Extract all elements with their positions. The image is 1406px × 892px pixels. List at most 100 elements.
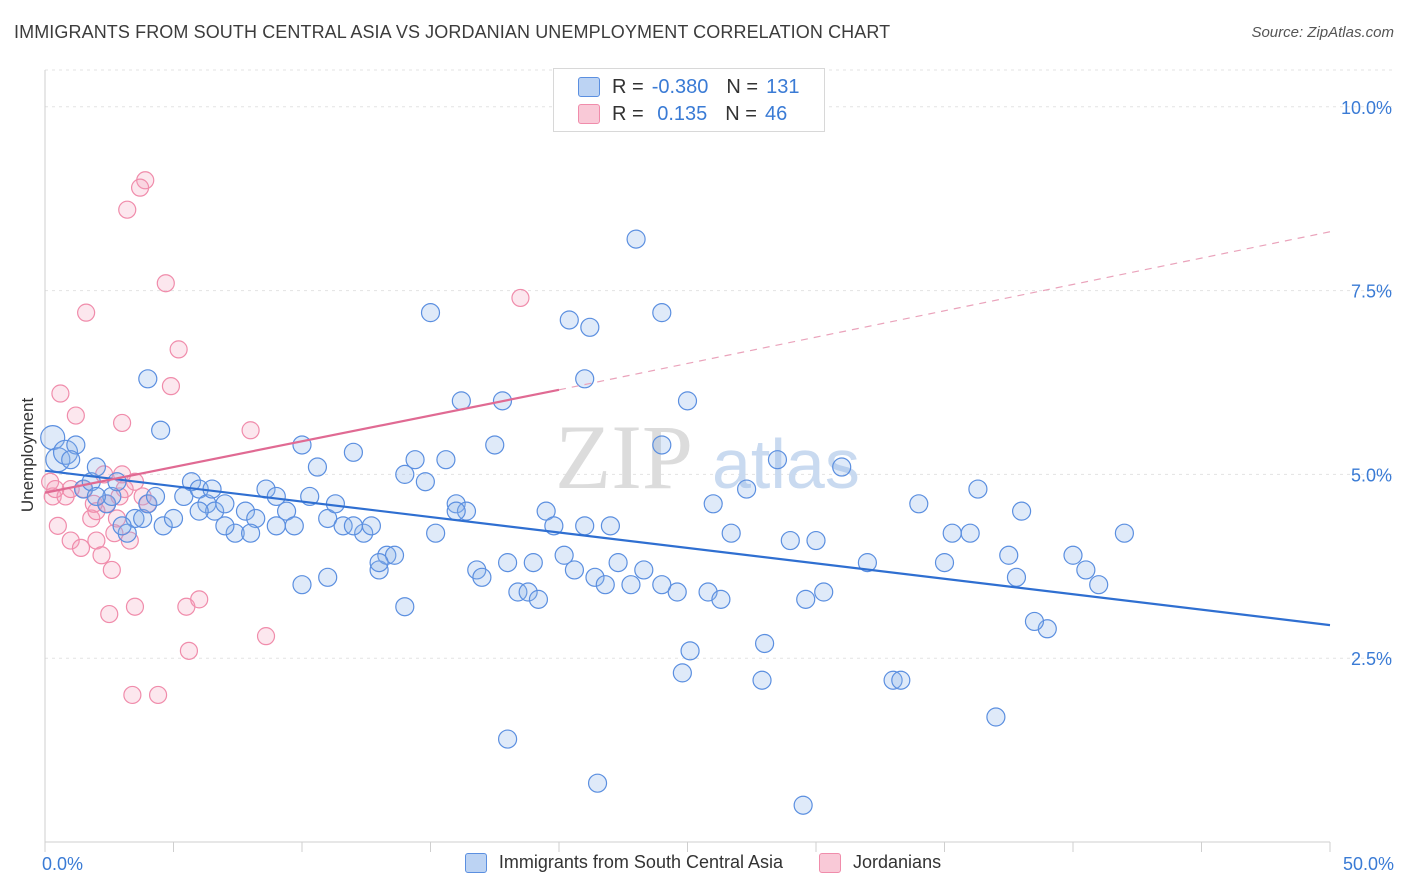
south-central-asia-point <box>564 560 585 580</box>
south-central-asia-point <box>968 479 988 499</box>
jordanians-point <box>48 516 67 535</box>
south-central-asia-point <box>621 575 641 595</box>
jordanians-point <box>511 288 530 308</box>
legend-r-label: R = <box>612 102 644 125</box>
legend-n-label: N = <box>726 75 759 98</box>
south-central-asia-point <box>934 553 955 573</box>
legend-n-label: N = <box>725 102 757 125</box>
south-central-asia-point <box>891 670 911 690</box>
south-central-asia-point <box>580 317 600 337</box>
series-swatch-pink <box>819 852 842 873</box>
legend-n-value: 46 <box>764 102 788 125</box>
south-central-asia-point <box>395 597 415 617</box>
south-central-asia-point <box>266 516 286 536</box>
south-central-asia-point <box>1006 567 1027 587</box>
jordanians-points <box>41 171 530 705</box>
chart-title: IMMIGRANTS FROM SOUTH CENTRAL ASIA VS JO… <box>14 22 891 42</box>
south-central-asia-point <box>395 464 415 484</box>
south-central-asia-point <box>138 494 158 514</box>
south-central-asia-point <box>554 545 574 565</box>
legend-row-pink: R = 0.135 N = 46 <box>578 102 805 126</box>
series-label-blue: Immigrants from South Central Asia <box>498 852 784 872</box>
south-central-asia-point <box>112 516 132 536</box>
south-central-asia-point <box>652 575 672 595</box>
south-central-asia-point <box>446 494 466 514</box>
south-central-asia-point <box>205 501 225 521</box>
south-central-asia-point <box>1063 545 1083 565</box>
south-central-asia-point <box>215 516 235 536</box>
south-central-asia-point <box>575 516 595 536</box>
south-central-asia-point <box>485 435 505 455</box>
south-central-asia-point <box>1076 560 1096 580</box>
jordanians-point <box>179 641 199 660</box>
south-central-asia-point <box>680 641 700 661</box>
jordanians-point <box>148 685 168 705</box>
south-central-asia-point <box>86 457 107 477</box>
south-central-asia-point <box>151 420 171 440</box>
south-central-asia-point <box>343 442 363 462</box>
south-central-asia-point <box>138 369 158 389</box>
south-central-asia-point <box>292 575 312 595</box>
south-central-asia-point <box>361 516 381 536</box>
south-central-asia-point <box>354 523 374 543</box>
jordanians-point <box>51 384 70 403</box>
south-central-asia-point <box>721 523 741 543</box>
south-central-asia-point <box>145 486 166 507</box>
south-central-asia-point <box>832 457 852 477</box>
south-central-asia-point <box>608 553 628 573</box>
series-swatch-blue <box>464 852 487 873</box>
south-central-asia-point <box>986 707 1006 727</box>
south-central-asia-point <box>672 663 692 683</box>
jordanians-point <box>125 597 145 616</box>
series-legend: Immigrants from South Central Asia Jorda… <box>0 852 1406 873</box>
south-central-asia-point <box>667 582 687 602</box>
south-central-asia-point <box>523 553 543 573</box>
south-central-asia-point <box>163 508 184 529</box>
south-central-asia-point <box>66 435 86 455</box>
series-legend-item-blue[interactable]: Immigrants from South Central Asia <box>464 852 784 873</box>
south-central-asia-point <box>343 516 363 536</box>
south-central-asia-point <box>215 494 235 514</box>
y-axis-label: Unemployment <box>18 398 37 513</box>
series-legend-item-pink[interactable]: Jordanians <box>819 852 941 873</box>
south-central-asia-point <box>86 486 107 507</box>
jordanians-point <box>156 274 175 293</box>
south-central-asia-point <box>508 582 528 602</box>
south-central-asia-point <box>333 516 353 536</box>
south-central-asia-point <box>652 435 672 455</box>
south-central-asia-point <box>652 303 672 323</box>
jordanians-point <box>169 340 188 359</box>
legend-r-label: R = <box>612 75 644 98</box>
south-central-asia-point <box>942 523 962 543</box>
source-label: Source: ZipAtlas.com <box>1251 24 1394 41</box>
south-central-asia-point <box>153 516 173 536</box>
south-central-asia-point <box>456 501 477 521</box>
south-central-asia-point <box>595 575 615 595</box>
south-central-asia-point <box>107 472 127 492</box>
y-tick-label: 7.5% <box>1351 282 1392 302</box>
south-central-asia-point <box>241 523 261 543</box>
jordanians-point <box>66 406 85 425</box>
correlation-legend: R = -0.380 N = 131 R = 0.135 N = 46 <box>553 68 825 132</box>
jordanians-point <box>161 377 181 396</box>
south-central-asia-point <box>292 435 312 455</box>
jordanians-point <box>123 685 142 705</box>
south-central-asia-point <box>754 633 775 654</box>
grid-lines <box>45 69 1392 659</box>
south-central-asia-point <box>40 425 66 451</box>
south-central-asia-point <box>752 670 772 690</box>
south-central-asia-point <box>703 494 723 514</box>
south-central-asia-point <box>677 391 698 411</box>
south-central-asia-point <box>318 567 338 587</box>
south-central-asia-points <box>40 229 1135 815</box>
south-central-asia-point <box>246 508 266 529</box>
south-central-asia-point <box>307 457 328 477</box>
south-central-asia-point <box>415 472 435 492</box>
south-central-asia-point <box>420 303 441 323</box>
south-central-asia-point <box>384 545 405 565</box>
south-central-asia-point <box>1089 575 1109 595</box>
south-central-asia-point <box>857 553 878 573</box>
south-central-asia-point <box>626 229 646 249</box>
south-central-asia-point <box>1011 501 1032 521</box>
south-central-asia-point <box>634 560 654 580</box>
